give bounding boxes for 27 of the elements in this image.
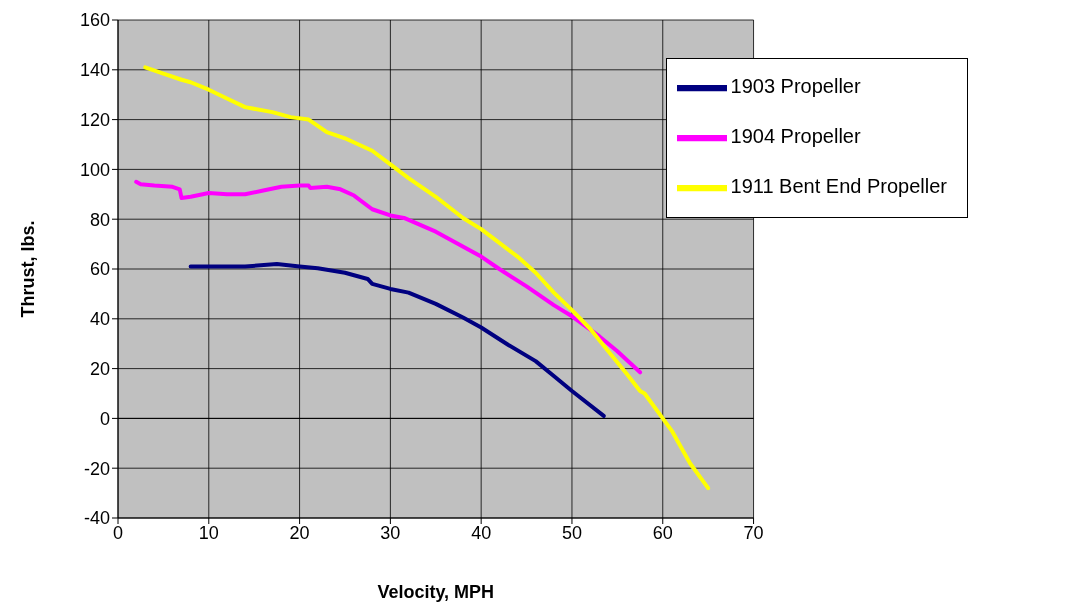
- y-tick-label: -20: [83, 458, 110, 479]
- line-series: [143, 65, 711, 491]
- y-tick-label: 40: [89, 309, 110, 330]
- x-tick-label: 20: [289, 522, 310, 543]
- legend-label: 1903 Propeller: [730, 75, 861, 98]
- x-tick-label: 40: [471, 522, 492, 543]
- y-tick-label: 0: [99, 408, 110, 429]
- y-tick-label: 80: [89, 209, 110, 230]
- x-tick-label: 0: [112, 522, 124, 543]
- y-tick-label: 120: [79, 109, 110, 130]
- line-series: [134, 179, 643, 375]
- line-series: [188, 262, 606, 418]
- y-axis-title: Thrust, lbs.: [18, 220, 39, 318]
- y-tick-label: 60: [89, 259, 110, 280]
- y-tick-label: 140: [79, 60, 110, 81]
- y-tick-label: 20: [89, 358, 110, 379]
- y-tick-label: 160: [79, 10, 110, 31]
- legend-label: 1904 Propeller: [730, 125, 861, 148]
- legend-label: 1911 Bent End Propeller: [730, 175, 947, 198]
- y-tick-label: -40: [83, 508, 110, 529]
- x-tick-label: 30: [380, 522, 401, 543]
- x-tick-label: 10: [198, 522, 219, 543]
- x-tick-label: 50: [561, 522, 582, 543]
- x-tick-label: 70: [743, 522, 764, 543]
- x-tick-label: 60: [652, 522, 673, 543]
- x-axis-title: Velocity, MPH: [377, 582, 495, 602]
- y-tick-label: 100: [79, 159, 110, 180]
